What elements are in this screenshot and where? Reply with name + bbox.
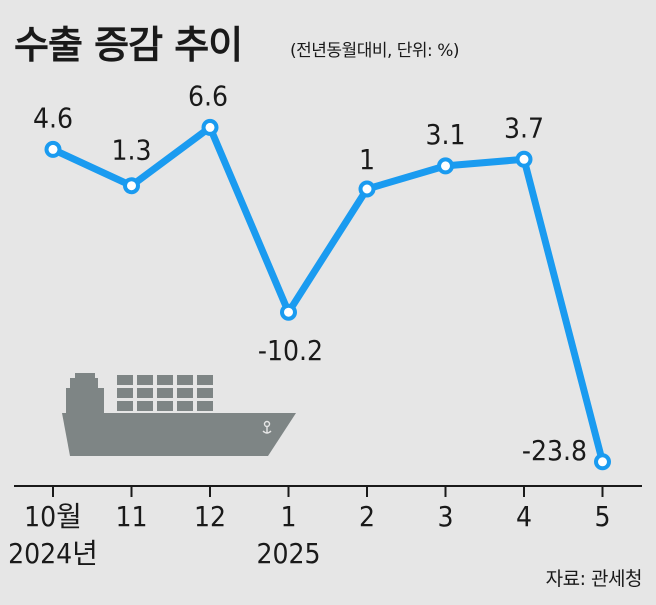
ship-container	[177, 375, 193, 385]
x-tick-label: 5	[594, 500, 610, 533]
x-year-label: 2024년	[8, 537, 98, 570]
cargo-ship-icon	[62, 373, 296, 456]
ship-funnel	[75, 373, 95, 379]
data-label: 1	[359, 143, 375, 176]
data-label: 1.3	[111, 134, 151, 167]
data-point	[44, 140, 62, 158]
data-label: -10.2	[258, 334, 323, 367]
data-point	[201, 118, 219, 136]
data-point	[123, 177, 140, 195]
x-tick-label: 1	[280, 500, 296, 533]
ship-container	[137, 375, 153, 385]
ship-container	[117, 401, 133, 411]
data-point	[280, 303, 297, 321]
data-label: 6.6	[188, 79, 228, 112]
data-point	[515, 150, 533, 168]
ship-container	[157, 388, 173, 398]
data-label: 4.6	[33, 101, 73, 134]
ship-container	[157, 375, 173, 385]
ship-container	[117, 375, 133, 385]
ship-container	[177, 401, 193, 411]
ship-container	[117, 388, 133, 398]
x-tick-label: 2	[359, 500, 375, 533]
ship-container	[197, 401, 213, 411]
data-label: 3.1	[425, 118, 465, 151]
x-tick-label: 3	[437, 500, 453, 533]
chart-title: 수출 증감 추이	[14, 23, 243, 67]
ship-bridge	[66, 388, 104, 413]
ship-container	[137, 401, 153, 411]
x-tick-label: 4	[516, 500, 532, 533]
ship-hull	[62, 413, 296, 456]
x-tick-label: 11	[115, 500, 147, 533]
anchor-icon-stem	[262, 426, 272, 434]
series-line	[51, 123, 606, 463]
ship-container	[137, 388, 153, 398]
data-points	[44, 118, 611, 471]
ship-container	[157, 401, 173, 411]
x-year-label: 2025	[256, 537, 320, 570]
data-labels: 4.6 1.3 6.6 -10.2 1 3.1 3.7 -23.8	[33, 79, 587, 466]
data-label: 3.7	[504, 111, 544, 144]
source-note: 자료: 관세청	[545, 568, 643, 590]
chart-subtitle: (전년동월대비, 단위: %)	[290, 41, 459, 61]
x-tick-label: 12	[194, 500, 226, 533]
x-tick-label: 10월	[24, 500, 82, 533]
data-label: -23.8	[522, 434, 587, 467]
data-point	[594, 453, 611, 471]
data-point	[437, 157, 454, 175]
ship-cabin	[70, 378, 98, 388]
ship-container	[197, 375, 213, 385]
x-axis-ticks	[52, 486, 604, 497]
data-point	[358, 180, 376, 198]
ship-container	[177, 388, 193, 398]
ship-container	[197, 388, 213, 398]
